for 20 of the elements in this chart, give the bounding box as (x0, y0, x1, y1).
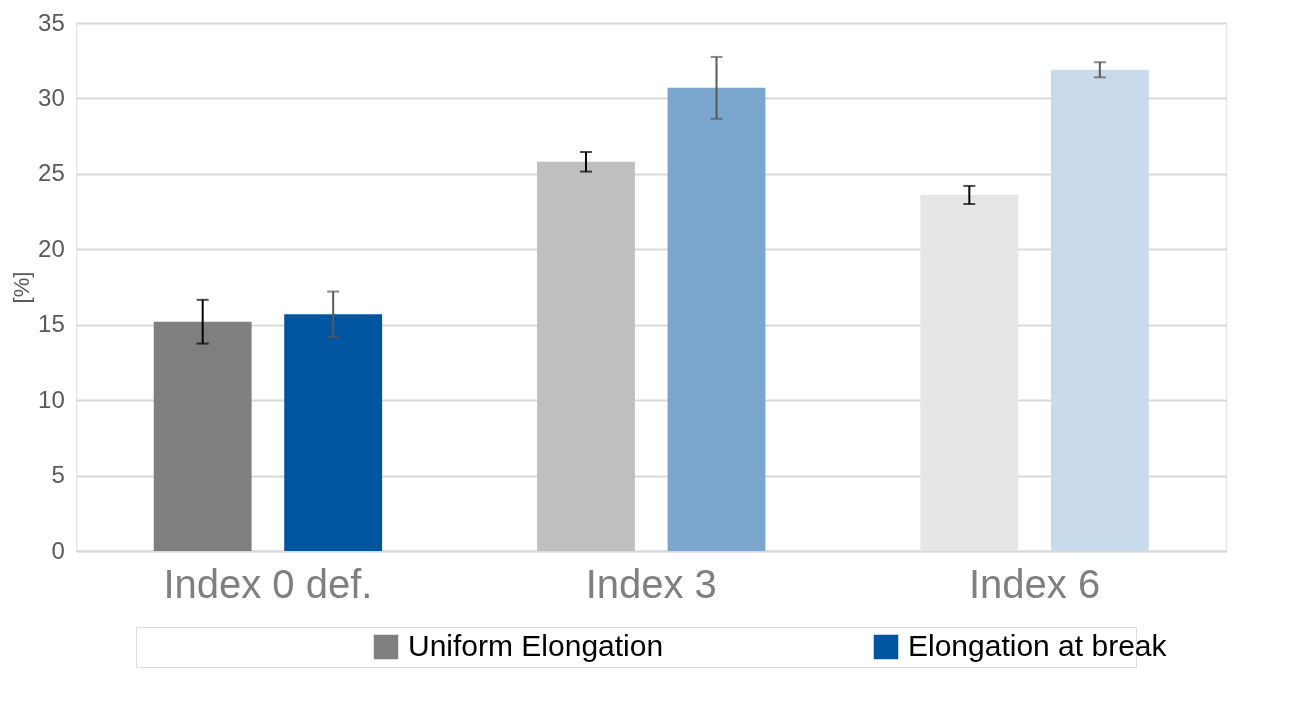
bar (667, 87, 766, 551)
y-tick-label: 5 (51, 461, 65, 489)
y-tick-label: 30 (38, 83, 65, 111)
y-tick-label: 10 (38, 385, 65, 413)
x-tick-label: Index 0 def. (163, 561, 373, 606)
y-tick-label: 15 (38, 310, 65, 338)
bar (920, 194, 1019, 551)
bar (284, 314, 383, 551)
y-tick-label: 25 (38, 159, 65, 187)
y-tick-label: 20 (38, 234, 65, 262)
legend-label: Elongation at break (907, 629, 1168, 662)
x-tick-label: Index 6 (968, 561, 1101, 606)
y-tick-label: 35 (38, 8, 65, 36)
bar (1050, 69, 1149, 551)
bar (153, 321, 252, 551)
x-tick-label: Index 3 (585, 561, 717, 606)
y-axis-title: [%] (9, 271, 35, 304)
y-tick-label: 0 (51, 536, 65, 564)
bar (537, 161, 635, 551)
legend-label: Uniform Elongation (407, 629, 664, 662)
